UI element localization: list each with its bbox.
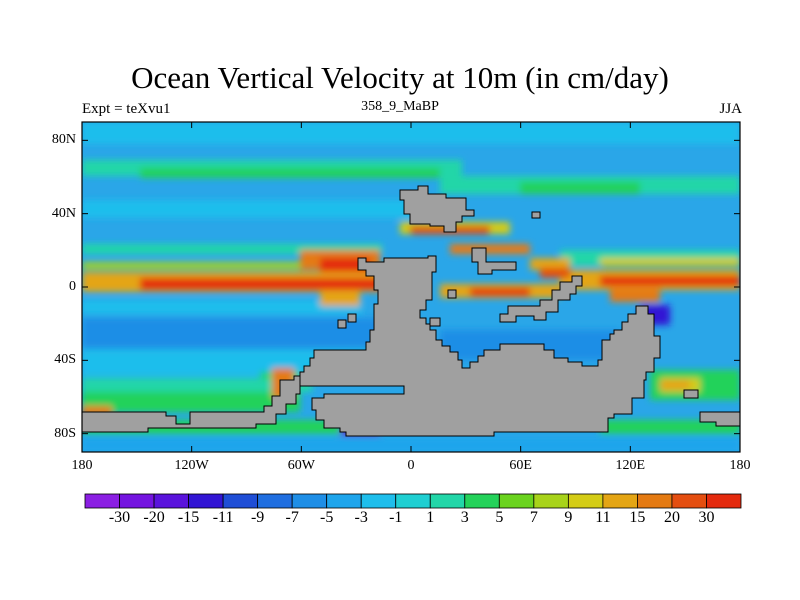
land-small-se [683, 389, 699, 399]
colorbar-swatch [637, 493, 673, 509]
field-s-blue [82, 318, 382, 348]
field-c-orange-s [320, 290, 360, 306]
map-title: Ocean Vertical Velocity at 10m (in cm/da… [131, 60, 669, 95]
colorbar-swatch [188, 493, 224, 509]
field-n-green-band [82, 244, 382, 254]
colorbar-label: 20 [663, 509, 680, 526]
land-island-west-2 [337, 319, 347, 329]
colorbar-swatch [498, 493, 535, 509]
colorbar-label: 1 [426, 509, 435, 526]
colorbar-label: -30 [108, 509, 131, 526]
colorbar-swatch [671, 493, 707, 509]
colorbar-label: 7 [529, 509, 538, 526]
velocity-field [82, 122, 740, 452]
land-island-sw-coast [429, 317, 441, 327]
colorbar-label: 15 [629, 509, 646, 526]
field-s-orange-e [660, 380, 690, 390]
field-eq-red-spot [470, 288, 530, 296]
colorbar-swatch [602, 493, 638, 509]
field-n-yellow-band [82, 262, 362, 269]
experiment-label: Expt = teXvu1 [82, 101, 171, 117]
lon-label: 120W [174, 458, 209, 473]
colorbar-swatch [153, 493, 189, 509]
land-northern-continent [399, 185, 475, 233]
lon-label: 0 [407, 458, 415, 473]
land-island-ne [531, 211, 541, 219]
colorbar-label: -7 [285, 509, 299, 526]
field-eq-red-e [600, 276, 740, 286]
colorbar-swatch [429, 493, 466, 509]
field-subtrop-light [82, 200, 442, 218]
colorbar-label: 9 [564, 509, 573, 526]
land-island-west-1 [347, 313, 357, 323]
colorbar-swatch [464, 493, 500, 509]
colorbar-swatch [257, 493, 293, 509]
colorbar-label: -20 [143, 509, 165, 526]
lat-label: 0 [69, 279, 76, 294]
colorbar-swatch [326, 493, 362, 509]
lon-label: 60E [509, 458, 532, 473]
lat-ticks [82, 139, 740, 435]
field-north-green-2 [140, 168, 440, 178]
land-island-mid [447, 289, 457, 299]
colorbar-swatch [222, 493, 259, 509]
field-s-cyan [82, 300, 362, 314]
colorbar-swatch [84, 493, 120, 509]
lon-label: 120E [615, 458, 646, 473]
field-e-pink [610, 288, 660, 302]
field-sw-green [82, 392, 292, 412]
land-east-landmass [499, 275, 583, 323]
colorbar-swatch [567, 493, 604, 509]
colorbar-label: -9 [250, 509, 265, 526]
land-southeast-island [699, 411, 740, 427]
colorbar-swatch [706, 493, 742, 509]
colorbar-label: -1 [389, 509, 403, 526]
colorbar-swatch [395, 493, 431, 509]
field-eq-red [140, 278, 390, 290]
land-central-continent [299, 255, 661, 437]
field-n-yellow-2 [600, 258, 740, 266]
colorbar-swatch [533, 493, 569, 509]
season-label: JJA [719, 101, 742, 117]
colorbar [84, 493, 742, 509]
colorbar-swatch [291, 493, 328, 509]
colorbar-label: -11 [212, 509, 234, 526]
field-north-band [82, 122, 740, 144]
period-label: 358_9_MaBP [361, 99, 439, 114]
lat-label: 80S [54, 425, 76, 441]
field-ww-orange [82, 406, 112, 416]
field-s-green-band-e [600, 420, 740, 434]
lat-label: 40N [51, 205, 76, 221]
colorbar-swatch [119, 493, 155, 509]
lon-label: 180 [71, 458, 93, 473]
field-sw-light [82, 378, 312, 392]
land-masses [82, 185, 740, 437]
colorbar-label: 5 [495, 509, 504, 526]
land-island-equatorial [471, 247, 517, 275]
colorbar-label: -3 [354, 509, 368, 526]
lat-label: 40S [54, 352, 76, 368]
field-far-south [82, 438, 740, 452]
colorbar-swatch [360, 493, 397, 509]
colorbar-label: -5 [320, 509, 334, 526]
lat-label: 80N [51, 132, 76, 148]
field-n-orange-c [450, 244, 530, 254]
lon-ticks [81, 122, 741, 452]
lon-label: 180 [729, 458, 751, 473]
colorbar-label: -15 [177, 509, 200, 526]
field-ne-green [520, 182, 640, 194]
field-ne2-orange [540, 268, 570, 278]
colorbar-label: 3 [460, 509, 469, 526]
lon-label: 60W [287, 458, 315, 473]
colorbar-label: 30 [698, 509, 715, 526]
colorbar-label: 11 [595, 509, 611, 526]
land-southwest-landmass [82, 375, 301, 433]
field-ne-orange [530, 258, 570, 270]
